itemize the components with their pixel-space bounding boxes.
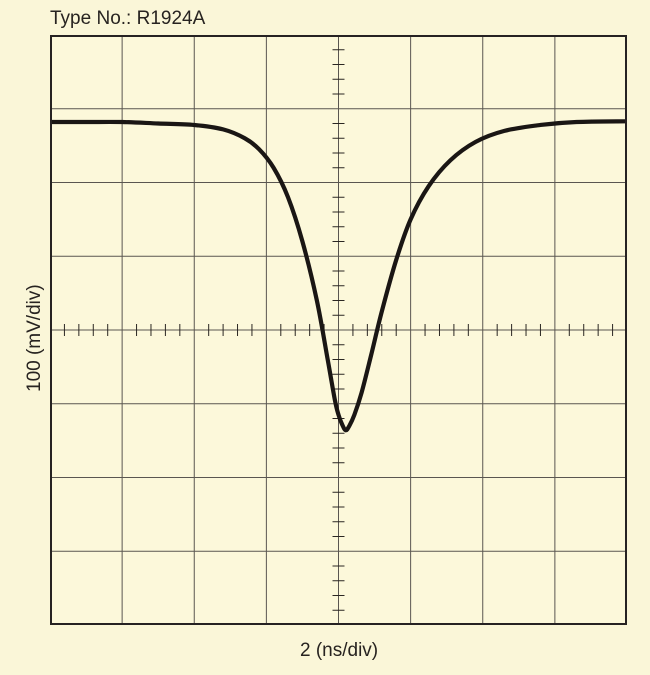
y-axis-label: 100 (mV/div) xyxy=(24,284,46,392)
chart-title: Type No.: R1924A xyxy=(50,8,205,30)
oscilloscope-plot xyxy=(50,35,627,625)
x-axis-label: 2 (ns/div) xyxy=(300,640,378,662)
